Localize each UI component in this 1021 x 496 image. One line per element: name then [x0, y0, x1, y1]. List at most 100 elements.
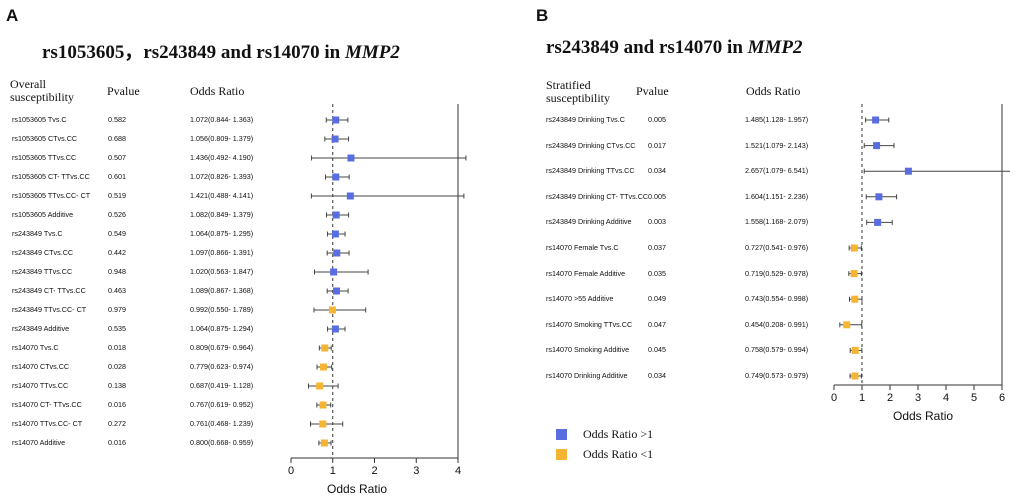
panel-a-row-pvalue: 0.582: [108, 115, 126, 124]
legend-label-above: Odds Ratio >1: [583, 427, 654, 441]
panel-b-row-pvalue: 0.034: [648, 371, 666, 380]
panel-a-row-or-text: 0.992(0.550- 1.789): [190, 305, 254, 314]
panel-a-or-point: [331, 325, 339, 333]
panel-b-row-label: rs14070 Drinking Additive: [546, 371, 628, 380]
legend-swatch-above: [556, 429, 567, 440]
panel-a-xlabel: Odds Ratio: [327, 482, 388, 496]
panel-b-row-label: rs243849 Drinking Additive: [546, 217, 632, 227]
panel-b-row-pvalue: 0.003: [648, 217, 666, 227]
panel-b-row-label: rs243849 Drinking Tvs.C: [546, 115, 625, 124]
panel-b-xlabel: Odds Ratio: [893, 409, 954, 423]
panel-a-row-label: rs14070 TTvs.CC: [12, 381, 69, 390]
legend-item-below: Odds Ratio <1: [556, 447, 653, 462]
panel-b-row-pvalue: 0.047: [648, 319, 666, 329]
panel-a-row-label: rs1053605 CTvs.CC: [12, 134, 78, 143]
panel-b-row-or-text: 1.558(1.168- 2.079): [745, 217, 809, 227]
panel-a-row-or-text: 0.767(0.619- 0.952): [190, 400, 254, 409]
panel-b-row-label: rs14070 Female Additive: [546, 268, 626, 278]
panel-a-or-point: [320, 363, 328, 371]
panel-b-row-pvalue: 0.035: [648, 268, 666, 278]
panel-b-header-or: Odds Ratio: [746, 84, 801, 98]
panel-a-tick-label: 2: [371, 465, 377, 477]
legend-swatch-below: [556, 449, 567, 460]
panel-a-row-label: rs1053605 CT- TTvs.CC: [12, 172, 90, 181]
panel-b-row-or-text: 1.485(1.128- 1.957): [745, 115, 809, 124]
panel-a-row-pvalue: 0.272: [108, 419, 126, 428]
panel-a-row-pvalue: 0.028: [108, 362, 126, 371]
panel-a-or-point: [332, 116, 340, 124]
panel-a-row-pvalue: 0.018: [108, 343, 126, 352]
panel-a-header-pvalue: Pvalue: [107, 84, 140, 98]
panel-a-row-label: rs14070 CT- TTvs.CC: [12, 400, 82, 409]
panel-a-letter: A: [6, 6, 19, 25]
panel-a-row-pvalue: 0.138: [108, 381, 126, 390]
panel-a-row-pvalue: 0.519: [108, 191, 126, 200]
panel-b-header-pvalue: Pvalue: [636, 84, 669, 98]
panel-a-row-or-text: 1.089(0.867- 1.368): [190, 286, 254, 295]
panel-b-row-pvalue: 0.017: [648, 140, 666, 150]
panel-b-row-label: rs243849 Drinking CTvs.CC: [546, 140, 636, 150]
panel-b-row-or-text: 1.604(1.151- 2.236): [745, 191, 809, 201]
panel-a-or-point: [331, 230, 339, 238]
panel-b-row-or-text: 2.657(1.079- 6.541): [745, 166, 809, 176]
legend-label-below: Odds Ratio <1: [583, 447, 654, 461]
panel-a-row-or-text: 1.072(0.844- 1.363): [190, 115, 254, 124]
panel-b-row-or-text: 0.454(0.208- 0.991): [745, 319, 809, 329]
panel-b-letter: B: [536, 6, 549, 25]
panel-a-header-subgroup: Overall susceptibility: [10, 77, 74, 104]
panel-b-row-pvalue: 0.049: [648, 294, 666, 304]
panel-a-row-or-text: 1.097(0.866- 1.391): [190, 248, 254, 257]
panel-a-row-pvalue: 0.442: [108, 248, 126, 257]
panel-a-row-pvalue: 0.535: [108, 324, 126, 333]
panel-a-row-label: rs243849 TTvs.CC- CT: [12, 305, 87, 314]
panel-b-title-gene: MMP2: [747, 37, 803, 58]
panel-a-header-or: Odds Ratio: [190, 84, 245, 98]
panel-a-row-label: rs243849 Tvs.C: [12, 229, 63, 238]
panel-a-or-point: [347, 154, 355, 162]
panel-b-row-or-text: 0.719(0.529- 0.978): [745, 268, 809, 278]
panel-a-or-point: [321, 344, 329, 352]
panel-b-row-or-text: 0.758(0.579- 0.994): [745, 345, 809, 355]
panel-a-row-label: rs14070 TTvs.CC- CT: [12, 419, 83, 428]
panel-b-row-pvalue: 0.005: [648, 115, 666, 124]
panel-a-or-point: [330, 268, 338, 276]
panel-b-row-pvalue: 0.045: [648, 345, 666, 355]
panel-a-or-point: [331, 135, 339, 143]
panel-a-row-or-text: 1.072(0.826- 1.393): [190, 172, 254, 181]
panel-a-row-label: rs1053605 TTvs.CC: [12, 153, 77, 162]
panel-a-or-point: [319, 401, 327, 409]
panel-a-tick-label: 3: [413, 465, 419, 477]
panel-a-row-or-text: 1.082(0.849- 1.379): [190, 210, 254, 219]
panel-a-title-gene: MMP2: [344, 42, 400, 63]
panel-a-tick-label: 1: [330, 465, 336, 477]
panel-b-row-label: rs14070 Smoking TTvs.CC: [546, 319, 633, 329]
panel-a-or-point: [332, 211, 340, 219]
panel-a-row-label: rs1053605 TTvs.CC- CT: [12, 191, 91, 200]
panel-a-or-point: [328, 306, 336, 314]
panel-b-row-label: rs243849 Drinking CT- TTvs.CC: [546, 191, 649, 201]
panel-b-row-label: rs14070 Smoking Additive: [546, 345, 630, 355]
panel-a-row-pvalue: 0.016: [108, 438, 126, 447]
panel-a-row-or-text: 0.809(0.679- 0.964): [190, 343, 254, 352]
panel-b-row-or-text: 1.521(1.079- 2.143): [745, 140, 809, 150]
panel-b-row-pvalue: 0.037: [648, 243, 666, 252]
panel-b-title-text: rs243849 and rs14070 in: [546, 37, 748, 58]
panel-b-row-label: rs14070 >55 Additive: [546, 294, 614, 304]
panel-a-row-pvalue: 0.948: [108, 267, 126, 276]
panel-a-row-or-text: 1.421(0.488- 4.141): [190, 191, 254, 200]
panel-a-row-or-text: 0.687(0.419- 1.128): [190, 381, 254, 390]
panel-a-or-point: [319, 420, 327, 428]
panel-a-title: rs1053605，rs243849 and rs14070 in MMP2: [42, 37, 400, 64]
panel-b-row-label: rs14070 Female Tvs.C: [546, 243, 619, 252]
panel-a-tick-label: 0: [288, 465, 294, 477]
panel-a-row-label: rs14070 Tvs.C: [12, 343, 59, 352]
panel-a-title-text: rs1053605，rs243849 and rs14070 in: [42, 42, 345, 63]
panel-b-row-or-text: 0.743(0.554- 0.998): [745, 294, 809, 304]
panel-a-row-or-text: 1.436(0.492- 4.190): [190, 153, 254, 162]
panel-a-row-label: rs243849 TTvs.CC: [12, 267, 73, 276]
panel-a-or-point: [320, 439, 328, 447]
panel-a-row-or-text: 1.064(0.875- 1.294): [190, 324, 254, 333]
panel-a-row-pvalue: 0.016: [108, 400, 126, 409]
panel-a-or-point: [316, 382, 324, 390]
